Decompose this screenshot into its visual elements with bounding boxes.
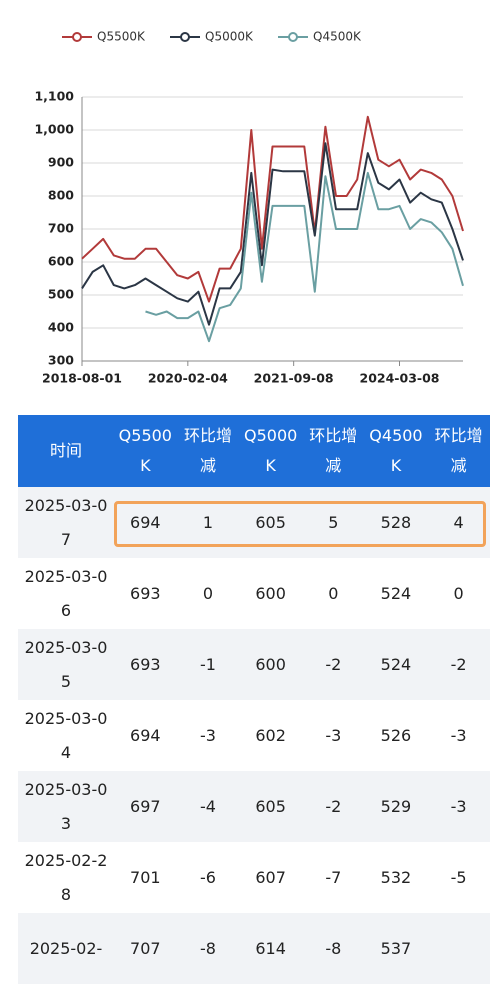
- value-cell: -1: [176, 629, 240, 700]
- value-cell: 607: [239, 842, 302, 913]
- series-line: [81, 115, 464, 303]
- value-cell: 532: [364, 842, 428, 913]
- series-line: [145, 171, 464, 343]
- table-row: 2025-03-06 693 0 600 0 524 0: [18, 558, 490, 629]
- value-cell: -7: [301, 842, 365, 913]
- value-cell: 614: [239, 913, 302, 984]
- value-cell: 707: [114, 913, 177, 984]
- header-cell: 环比增减: [427, 415, 490, 487]
- value-cell: -5: [427, 842, 490, 913]
- value-cell: -2: [301, 629, 365, 700]
- header-cell: Q4500K: [364, 415, 428, 487]
- x-tick-label: 2018-08-01: [42, 371, 122, 386]
- header-cell: Q5500K: [114, 415, 177, 487]
- value-cell: 524: [364, 558, 428, 629]
- date-cell: 2025-03-06: [18, 558, 114, 629]
- x-tick-label: 2021-09-08: [254, 371, 334, 386]
- page: {"chart_data": {"type": "line", "categor…: [18, 29, 490, 984]
- value-cell: 537: [364, 913, 428, 984]
- value-cell: [427, 913, 490, 984]
- value-cell: 605: [239, 771, 302, 842]
- value-cell: 693: [114, 629, 177, 700]
- header-cell: 环比增减: [176, 415, 240, 487]
- legend-marker: [180, 32, 190, 42]
- value-cell: 0: [301, 558, 365, 629]
- series-line: [81, 142, 464, 326]
- y-tick-label: 1,000: [34, 122, 74, 137]
- date-cell: 2025-03-03: [18, 771, 114, 842]
- y-tick-label: 300: [48, 353, 74, 368]
- x-tick-label: 2020-02-04: [148, 371, 228, 386]
- date-cell: 2025-03-04: [18, 700, 114, 771]
- value-cell: 529: [364, 771, 428, 842]
- value-cell: -3: [427, 700, 490, 771]
- header-cell: 时间: [18, 415, 114, 487]
- legend-marker: [72, 32, 82, 42]
- y-tick-label: 700: [48, 221, 74, 236]
- value-cell: -2: [427, 629, 490, 700]
- legend-label: Q5000K: [205, 30, 254, 44]
- value-cell: -3: [176, 700, 240, 771]
- value-cell: 600: [239, 629, 302, 700]
- value-cell: 524: [364, 629, 428, 700]
- y-tick-label: 500: [48, 287, 74, 302]
- chart: 300 400 500 600 700 800 900 1,000 1,100 2018-08-0…: [34, 30, 464, 386]
- value-cell: -4: [176, 771, 240, 842]
- value-cell: 693: [114, 558, 177, 629]
- value-cell: -8: [301, 913, 365, 984]
- value-cell: 0: [427, 558, 490, 629]
- y-tick-label: 400: [48, 320, 74, 335]
- legend-label: Q5500K: [97, 30, 146, 44]
- y-tick-label: 1,100: [34, 89, 74, 104]
- value-cell: 526: [364, 700, 428, 771]
- value-cell: 602: [239, 700, 302, 771]
- value-cell: 694: [114, 700, 177, 771]
- y-tick-label: 600: [48, 254, 74, 269]
- value-cell: 701: [114, 842, 177, 913]
- value-cell: -3: [301, 700, 365, 771]
- value-cell: 0: [176, 558, 240, 629]
- value-cell: -2: [301, 771, 365, 842]
- value-cell: -3: [427, 771, 490, 842]
- y-tick-label: 800: [48, 188, 74, 203]
- y-tick-label: 900: [48, 155, 74, 170]
- header-cell: 环比增减: [301, 415, 365, 487]
- data-table: 时间 Q5500K 环比增减 Q5000K 环比增减 Q4500K 环比增减 2025-03…: [18, 415, 490, 984]
- table-row: 2025-03-05 693 -1 600 -2 524 -2: [18, 629, 490, 700]
- header-cell: Q5000K: [239, 415, 302, 487]
- date-cell: 2025-02-28: [18, 842, 114, 913]
- table-row: 2025-02- 707 -8 614 -8 537: [18, 913, 490, 984]
- legend-marker: [288, 32, 298, 42]
- date-cell: 2025-03-05: [18, 629, 114, 700]
- table-row: 2025-03-04 694 -3 602 -3 526 -3: [18, 700, 490, 771]
- date-cell: 2025-03-07: [18, 487, 114, 558]
- table-row: 2025-03-03 697 -4 605 -2 529 -3: [18, 771, 490, 842]
- date-cell: 2025-02-: [18, 913, 114, 984]
- header-row: 时间 Q5500K 环比增减 Q5000K 环比增减 Q4500K 环比增减: [18, 415, 490, 487]
- value-cell: -6: [176, 842, 240, 913]
- legend-item: Q4500K: [278, 30, 362, 44]
- legend-item: Q5000K: [170, 30, 254, 44]
- highlight-box: [114, 501, 486, 547]
- value-cell: 600: [239, 558, 302, 629]
- legend-item: Q5500K: [62, 30, 146, 44]
- x-tick-label: 2024-03-08: [360, 371, 440, 386]
- value-cell: 697: [114, 771, 177, 842]
- value-cell: -8: [176, 913, 240, 984]
- table-row: 2025-02-28 701 -6 607 -7 532 -5: [18, 842, 490, 913]
- legend-label: Q4500K: [313, 30, 362, 44]
